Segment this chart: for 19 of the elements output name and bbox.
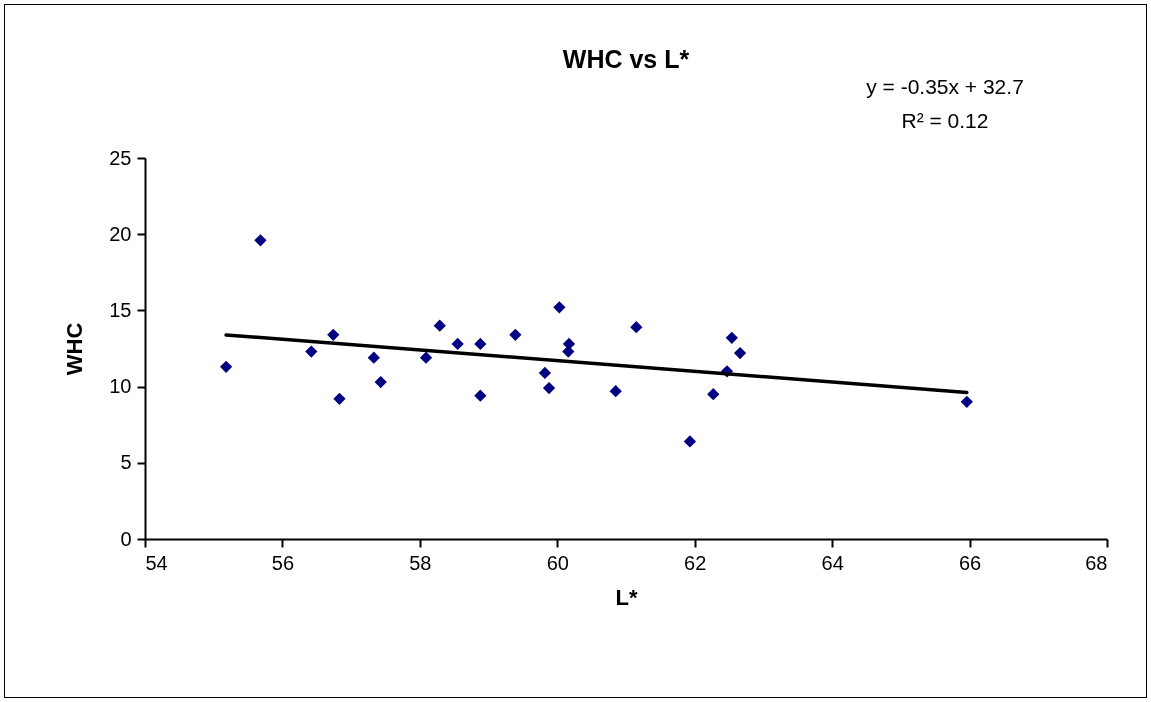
chart-title: WHC vs L*	[562, 45, 690, 73]
y-axis-title: WHC	[62, 322, 88, 376]
text: y = -0.35x + 32.7	[866, 75, 1024, 98]
y-tick-label: 5	[120, 451, 132, 474]
x-tick-label: 64	[821, 551, 844, 574]
x-tick-label: 68	[1085, 551, 1108, 574]
y-tick-label: 20	[109, 222, 132, 245]
x-tick-label: 62	[684, 551, 707, 574]
y-tick-label: 15	[109, 298, 132, 321]
x-tick-label: 54	[145, 551, 168, 574]
x-tick-label: 60	[546, 551, 569, 574]
x-tick-label: 66	[958, 551, 982, 574]
x-tick-label: 58	[409, 551, 432, 574]
y-tick-label: 25	[109, 146, 132, 169]
x-axis-title: L*	[615, 584, 638, 610]
x-tick-label: 56	[271, 551, 295, 574]
y-tick-label: 10	[109, 375, 132, 398]
y-tick-label: 0	[120, 527, 132, 550]
text: R² = 0.12	[901, 109, 989, 132]
